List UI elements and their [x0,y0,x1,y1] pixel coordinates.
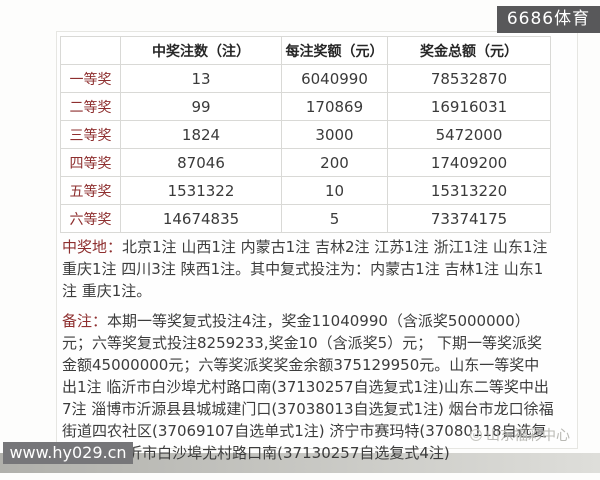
tier-label: 二等奖 [60,92,121,121]
total-value: 17409200 [387,148,551,177]
total-value: 5472000 [387,120,551,149]
tier-label: 四等奖 [60,148,121,177]
per-prize-value: 10 [281,176,388,205]
site-url-label: www.hy029.cn [9,443,127,462]
table-row: 四等奖 87046 200 17409200 [60,148,551,177]
count-value: 99 [120,92,282,121]
site-brand-badge: 6686体育 [497,6,600,33]
content-panel: 中奖注数（注） 每注奖额（元） 奖金总额（元） 一等奖 13 6040990 7… [56,31,578,462]
header-count: 中奖注数（注） [120,36,282,65]
total-value: 78532870 [387,64,551,93]
tier-label: 六等奖 [60,204,121,233]
header-total: 奖金总额（元） [387,36,551,65]
remark-paragraph: 备注：本期一等奖复式投注4注，奖金11040990（含派奖5000000）元；六… [62,310,554,464]
header-tier [60,36,121,65]
per-prize-value: 170869 [281,92,388,121]
per-prize-value: 6040990 [281,64,388,93]
fucai-logo-icon [470,429,482,441]
header-per-prize: 每注奖额（元） [281,36,388,65]
per-prize-value: 5 [281,204,388,233]
winning-location-text: 北京1注 山西1注 内蒙古1注 吉林2注 江苏1注 浙江1注 山东1注 重庆1注… [62,238,548,300]
per-prize-value: 3000 [281,120,388,149]
winning-location-paragraph: 中奖地：北京1注 山西1注 内蒙古1注 吉林2注 江苏1注 浙江1注 山东1注 … [62,236,554,302]
site-brand-label: 6686体育 [506,9,591,29]
table-row: 六等奖 14674835 5 73374175 [60,204,551,233]
table-row: 三等奖 1824 3000 5472000 [60,120,551,149]
tier-label: 一等奖 [60,64,121,93]
fucai-watermark-label: 山东福彩中心 [486,428,570,444]
notes-area: 中奖地：北京1注 山西1注 内蒙古1注 吉林2注 江苏1注 浙江1注 山东1注 … [62,236,554,472]
total-value: 16916031 [387,92,551,121]
total-value: 73374175 [387,204,551,233]
count-value: 1824 [120,120,282,149]
table-row: 二等奖 99 170869 16916031 [60,92,551,121]
bottom-gray-band [0,453,600,473]
count-value: 14674835 [120,204,282,233]
shandong-fucai-watermark: 山东福彩中心 [470,425,570,445]
count-value: 13 [120,64,282,93]
total-value: 15313220 [387,176,551,205]
site-url-watermark: www.hy029.cn [3,442,133,464]
prize-table: 中奖注数（注） 每注奖额（元） 奖金总额（元） 一等奖 13 6040990 7… [60,36,551,233]
count-value: 87046 [120,148,282,177]
per-prize-value: 200 [281,148,388,177]
table-header-row: 中奖注数（注） 每注奖额（元） 奖金总额（元） [60,36,551,65]
remark-label: 备注： [62,312,108,330]
tier-label: 三等奖 [60,120,121,149]
winning-location-label: 中奖地： [62,238,123,256]
table-row: 五等奖 1531322 10 15313220 [60,176,551,205]
table-row: 一等奖 13 6040990 78532870 [60,64,551,93]
tier-label: 五等奖 [60,176,121,205]
count-value: 1531322 [120,176,282,205]
remark-text: 本期一等奖复式投注4注，奖金11040990（含派奖5000000）元；六等奖复… [62,312,554,462]
